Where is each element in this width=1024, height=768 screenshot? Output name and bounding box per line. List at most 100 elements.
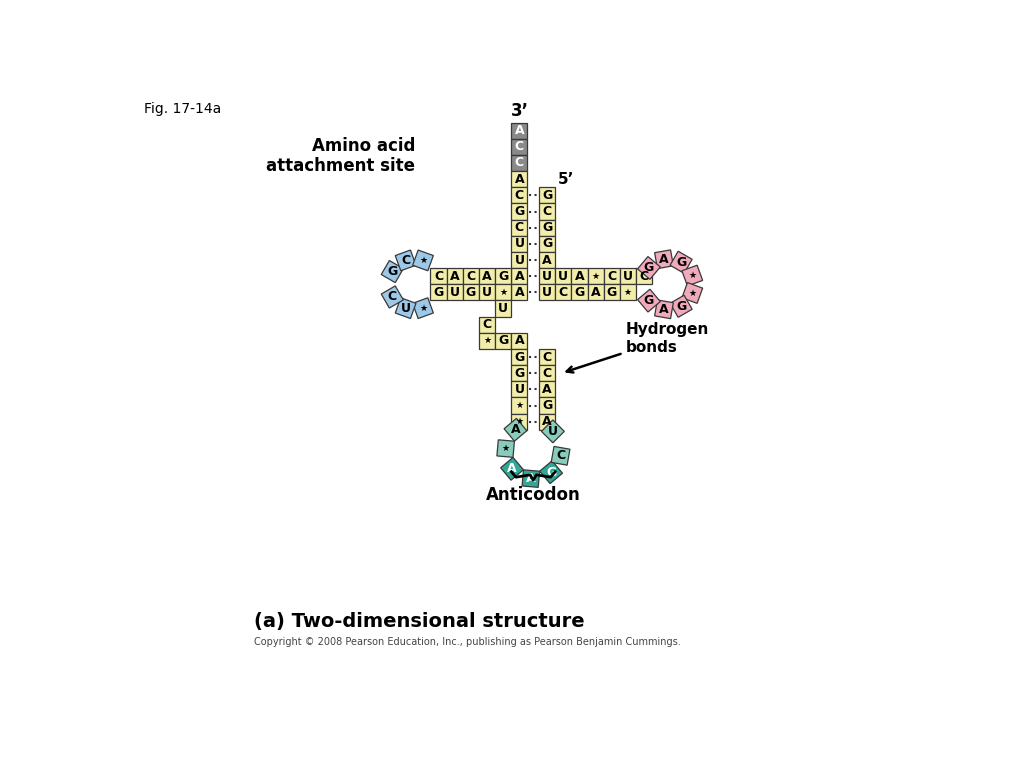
Text: G: G [514, 366, 524, 379]
Bar [413, 298, 433, 319]
Bar [413, 250, 433, 271]
Text: C: C [434, 270, 443, 283]
Bar [511, 398, 527, 414]
Bar [539, 398, 555, 414]
Bar [511, 284, 527, 300]
Bar [539, 236, 555, 252]
Bar [539, 220, 555, 236]
Bar [539, 365, 555, 381]
Bar [539, 349, 555, 365]
Bar [511, 123, 527, 139]
Text: A: A [482, 270, 492, 283]
Text: A: A [591, 286, 600, 299]
Bar [682, 265, 702, 286]
Text: ★: ★ [483, 336, 492, 346]
Text: C: C [556, 449, 565, 462]
Bar [511, 139, 527, 155]
Bar [539, 268, 555, 284]
Text: G: G [676, 256, 686, 269]
Text: A: A [515, 286, 524, 299]
Bar [479, 268, 496, 284]
Bar [539, 381, 555, 398]
Text: 3’: 3’ [511, 102, 529, 120]
Text: ★: ★ [624, 288, 632, 297]
Text: A: A [574, 270, 585, 283]
Text: A: A [515, 173, 524, 186]
Circle shape [514, 432, 553, 471]
Bar [620, 268, 636, 284]
Text: A: A [511, 423, 520, 436]
Text: Hydrogen
bonds: Hydrogen bonds [566, 323, 710, 372]
Text: C: C [515, 221, 524, 234]
Bar [511, 220, 527, 236]
Bar [496, 300, 511, 316]
Text: C: C [640, 270, 649, 283]
Bar [511, 414, 527, 430]
Bar [395, 298, 416, 319]
Bar [479, 333, 496, 349]
Text: G: G [514, 350, 524, 363]
Text: A: A [659, 253, 669, 266]
Text: A: A [526, 472, 536, 485]
Bar [620, 284, 636, 300]
Text: Fig. 17-14a: Fig. 17-14a [144, 102, 221, 116]
Text: Anticodon: Anticodon [486, 485, 581, 504]
Bar [539, 252, 555, 268]
Text: ★: ★ [688, 271, 696, 280]
Bar [539, 204, 555, 220]
Bar [511, 252, 527, 268]
Bar [542, 420, 564, 443]
Bar [511, 333, 527, 349]
Bar [638, 290, 660, 312]
Text: G: G [574, 286, 585, 299]
Text: G: G [514, 205, 524, 218]
Text: U: U [482, 286, 493, 299]
Bar [511, 268, 527, 284]
Text: C: C [515, 157, 524, 170]
Text: U: U [514, 383, 524, 396]
Text: A: A [543, 415, 552, 429]
Bar [463, 284, 479, 300]
Text: G: G [542, 189, 552, 202]
Text: C: C [607, 270, 616, 283]
Bar [555, 284, 571, 300]
Bar [430, 284, 446, 300]
Text: G: G [498, 334, 508, 347]
Text: A: A [450, 270, 460, 283]
Bar [395, 250, 416, 271]
Circle shape [397, 267, 432, 302]
Text: ★: ★ [419, 303, 427, 313]
Bar [504, 419, 526, 441]
Bar [511, 187, 527, 204]
Text: C: C [515, 189, 524, 202]
Bar [670, 251, 692, 273]
Bar [636, 268, 652, 284]
Text: C: C [559, 286, 568, 299]
Text: U: U [623, 270, 633, 283]
Bar [381, 260, 403, 283]
Text: ★: ★ [688, 289, 696, 297]
Text: U: U [450, 286, 460, 299]
Text: ★: ★ [515, 417, 523, 426]
Bar [604, 268, 620, 284]
Circle shape [651, 267, 686, 302]
Bar [540, 461, 562, 484]
Text: C: C [543, 366, 552, 379]
Bar [551, 446, 570, 465]
Bar [670, 295, 692, 317]
Text: U: U [514, 237, 524, 250]
Bar [511, 155, 527, 171]
Bar [522, 470, 540, 488]
Text: G: G [542, 399, 552, 412]
Text: U: U [548, 425, 558, 438]
Bar [511, 171, 527, 187]
Text: U: U [400, 302, 411, 315]
Bar [588, 284, 604, 300]
Bar [571, 284, 588, 300]
Text: U: U [558, 270, 568, 283]
Text: G: G [433, 286, 443, 299]
Text: A: A [543, 253, 552, 266]
Bar [479, 284, 496, 300]
Text: G: G [606, 286, 616, 299]
Text: C: C [482, 318, 492, 331]
